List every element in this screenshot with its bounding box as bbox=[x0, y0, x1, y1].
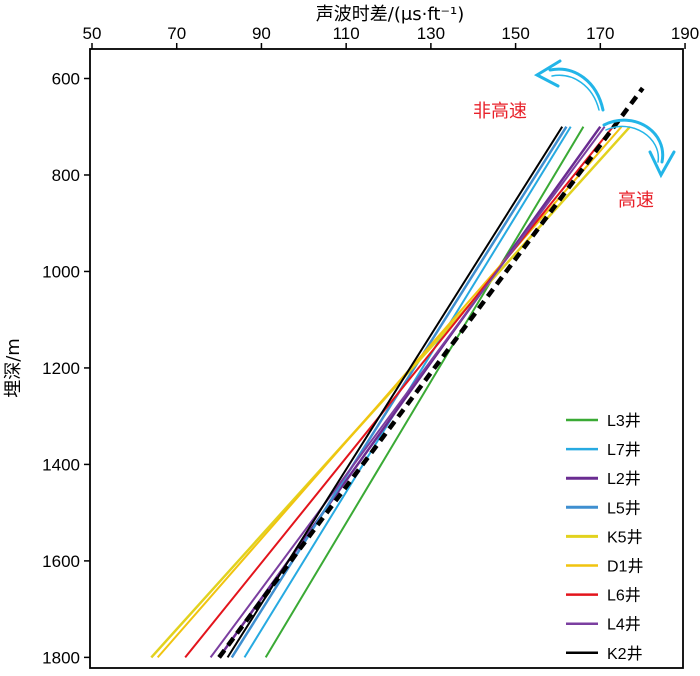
legend-label: L4井 bbox=[607, 616, 641, 634]
high-speed-arrow-icon bbox=[602, 118, 676, 179]
x-tick-label: 50 bbox=[83, 24, 102, 43]
legend: L3井 L7井 L2井 L5井 K5井 D1井 L6井 L4井 K2井 bbox=[566, 412, 643, 663]
trend-line-dashed bbox=[217, 86, 645, 659]
legend-label: K5井 bbox=[607, 528, 643, 546]
x-axis-title: 声波时差/(μs·ft⁻¹) bbox=[316, 4, 464, 25]
series-line-1 bbox=[264, 126, 585, 658]
series-line-8 bbox=[209, 126, 606, 658]
y-tick-label: 1000 bbox=[42, 262, 80, 281]
y-tick-label: 1600 bbox=[42, 552, 80, 571]
legend-label: D1井 bbox=[607, 558, 643, 576]
x-tick-label: 130 bbox=[417, 24, 445, 43]
legend-label: L7井 bbox=[607, 441, 641, 459]
x-tick-label: 90 bbox=[252, 24, 271, 43]
y-tick-label: 600 bbox=[52, 70, 80, 89]
annotation-non-high-speed: 非高速 bbox=[473, 101, 527, 122]
legend-label: K2井 bbox=[607, 645, 643, 663]
x-tick-label: 190 bbox=[671, 24, 699, 43]
x-tick-label: 70 bbox=[167, 24, 186, 43]
annotation-high-speed: 高速 bbox=[618, 190, 654, 211]
legend-label: L3井 bbox=[607, 412, 641, 430]
series-line-7 bbox=[184, 126, 614, 659]
non-high-speed-arrow-icon bbox=[533, 59, 605, 112]
y-axis-title: 埋深/m bbox=[3, 338, 24, 398]
x-tick-label: 170 bbox=[586, 24, 614, 43]
x-tick-label: 150 bbox=[501, 24, 529, 43]
y-tick-label: 800 bbox=[52, 166, 80, 185]
series-line-6 bbox=[156, 126, 623, 659]
y-tick-label: 1400 bbox=[42, 455, 80, 474]
plot-frame bbox=[89, 48, 684, 669]
legend-label: L5井 bbox=[607, 499, 641, 517]
legend-label: L6井 bbox=[607, 587, 641, 605]
y-tick-label: 1800 bbox=[42, 648, 80, 667]
legend-label: L2井 bbox=[607, 470, 641, 488]
y-tick-label: 1200 bbox=[42, 359, 80, 378]
x-tick-label: 110 bbox=[333, 24, 360, 43]
